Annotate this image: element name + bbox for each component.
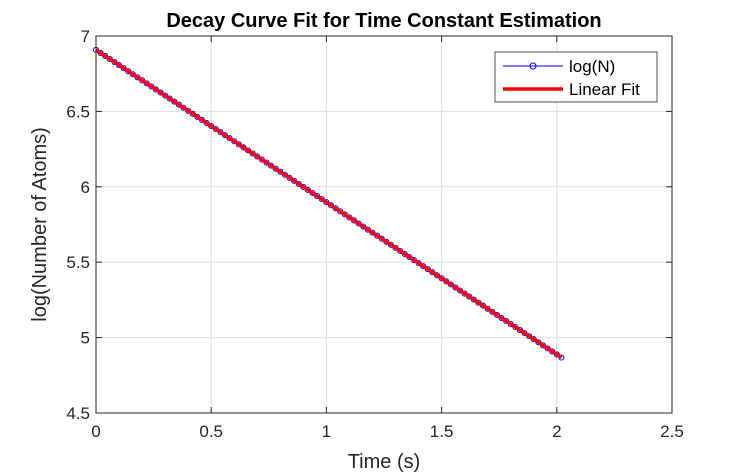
- y-tick-label: 5.5: [66, 253, 90, 272]
- legend-box: [494, 51, 658, 103]
- chart-title: Decay Curve Fit for Time Constant Estima…: [166, 10, 601, 32]
- y-tick-label: 7: [81, 27, 90, 46]
- tick-labels: 0 0.5 1 1.5 2 2.5 4.5 5 5.5 6 6.5 7: [66, 27, 683, 441]
- y-tick-label: 6: [81, 178, 90, 197]
- legend-marker-log-n: [529, 62, 537, 70]
- series-line-linear-fit: [95, 48, 563, 359]
- x-axis-label: Time (s): [348, 451, 421, 473]
- y-tick-label: 4.5: [66, 404, 90, 423]
- x-tick-label: 1.5: [430, 422, 454, 441]
- y-tick-label: 5: [81, 329, 90, 348]
- y-tick-label: 6.5: [66, 102, 90, 121]
- x-tick-label: 2.5: [660, 422, 684, 441]
- y-axis-label: log(Number of Atoms): [29, 127, 51, 322]
- x-tick-label: 2: [552, 422, 561, 441]
- legend: log(N) Linear Fit: [494, 51, 658, 103]
- x-tick-label: 1: [322, 422, 331, 441]
- legend-label-linear-fit: Linear Fit: [569, 80, 640, 99]
- x-tick-label: 0.5: [199, 422, 223, 441]
- plot-frame: [95, 35, 673, 414]
- legend-label-log-n: log(N): [569, 57, 615, 76]
- tick-marks: [95, 35, 673, 414]
- x-tick-label: 0: [91, 422, 100, 441]
- series-layer: [92, 46, 565, 361]
